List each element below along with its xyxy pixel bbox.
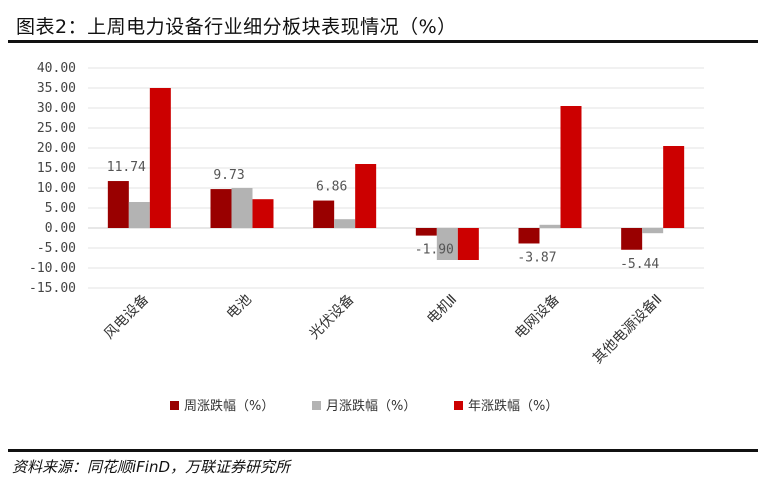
bar bbox=[334, 219, 356, 228]
chart-header: 图表2：上周电力设备行业细分板块表现情况（%） bbox=[8, 4, 758, 42]
y-tick-label: 0.00 bbox=[45, 221, 76, 236]
data-label: 6.86 bbox=[316, 180, 347, 195]
bar-chart: 40.00 35.00 30.00 25.00 20.00 15.00 10.00 5.00 0… bbox=[29, 61, 704, 414]
bar bbox=[663, 146, 685, 228]
category-label: 电网设备 bbox=[511, 291, 563, 343]
bar bbox=[252, 199, 274, 228]
y-tick-label: 25.00 bbox=[37, 121, 76, 136]
y-tick-label: 10.00 bbox=[37, 181, 76, 196]
legend-label: 月涨跌幅（%） bbox=[326, 398, 416, 414]
bar bbox=[231, 188, 253, 228]
bar bbox=[518, 228, 540, 244]
legend-label: 周涨跌幅（%） bbox=[184, 398, 274, 414]
legend-swatch bbox=[454, 401, 463, 410]
bar bbox=[149, 88, 171, 228]
y-tick-label: -10.00 bbox=[29, 261, 76, 276]
legend-swatch bbox=[170, 401, 179, 410]
y-tick-label: -15.00 bbox=[29, 281, 76, 296]
bar bbox=[560, 106, 582, 228]
bar bbox=[621, 228, 643, 250]
data-label: 11.74 bbox=[107, 160, 146, 175]
legend-label: 年涨跌幅（%） bbox=[468, 398, 558, 414]
bar bbox=[436, 228, 458, 260]
category-label: 风电设备 bbox=[101, 291, 153, 343]
y-tick-label: 15.00 bbox=[37, 161, 76, 176]
bar bbox=[210, 189, 232, 228]
bottom-divider bbox=[8, 449, 758, 452]
bar bbox=[457, 228, 479, 260]
y-tick-label: 35.00 bbox=[37, 81, 76, 96]
bar bbox=[313, 200, 335, 228]
bar bbox=[415, 228, 437, 236]
bar bbox=[128, 202, 150, 228]
y-tick-label: 40.00 bbox=[37, 61, 76, 76]
bar bbox=[539, 224, 561, 228]
bar bbox=[355, 164, 377, 228]
bar bbox=[107, 181, 129, 228]
y-tick-label: -5.00 bbox=[37, 241, 76, 256]
y-tick-label: 20.00 bbox=[37, 141, 76, 156]
data-label: 9.73 bbox=[213, 168, 244, 183]
top-divider bbox=[8, 40, 758, 43]
data-label: -3.87 bbox=[517, 250, 556, 265]
bar bbox=[642, 228, 664, 234]
y-tick-label: 30.00 bbox=[37, 101, 76, 116]
category-label: 其他电源设备Ⅱ bbox=[589, 291, 665, 367]
category-label: 光伏设备 bbox=[306, 291, 358, 343]
y-tick-label: 5.00 bbox=[45, 201, 76, 216]
legend-swatch bbox=[312, 401, 321, 410]
category-label: 电池 bbox=[224, 292, 255, 323]
category-label: 电机Ⅱ bbox=[424, 292, 460, 328]
source-note: 资料来源：同花顺iFinD，万联证券研究所 bbox=[12, 458, 291, 476]
data-label: -1.90 bbox=[415, 243, 454, 258]
chart-title: 图表2：上周电力设备行业细分板块表现情况（%） bbox=[16, 16, 457, 38]
data-label: -5.44 bbox=[620, 257, 659, 272]
